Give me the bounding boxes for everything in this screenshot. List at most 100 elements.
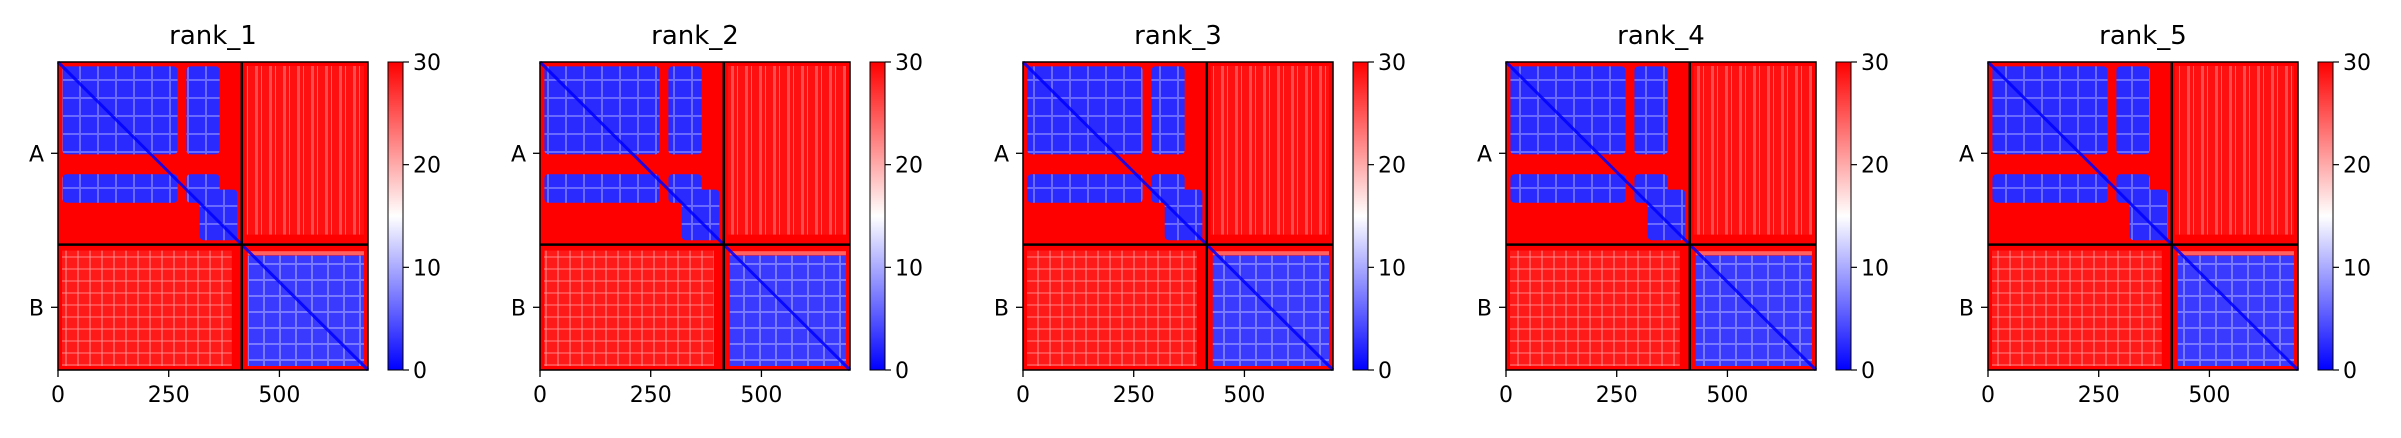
x-tick-label: 500	[1706, 383, 1748, 408]
colorbar-tick-label: 0	[1378, 359, 1392, 384]
heatmap-diagonal	[56, 60, 370, 372]
y-tick-label: B	[1477, 296, 1492, 321]
colorbar-tick-label: 20	[1861, 154, 1889, 179]
heatmap-region-AB	[2175, 66, 2294, 235]
panel-1: rank_1 0 250 500 A B 0 10 20 30	[29, 21, 441, 408]
y-tick-label: A	[1959, 142, 1974, 167]
heatmap-domain-A1b	[186, 66, 220, 155]
y-tick-label: A	[29, 142, 44, 167]
heatmap-domain-A1b	[2116, 66, 2150, 155]
colorbar-tick-label: 30	[895, 51, 923, 76]
heatmap-region-AB	[245, 66, 364, 235]
panel-3: rank_3 0 250 500 A B 0 10 20 30	[994, 21, 1406, 408]
heatmap-region-BA	[1510, 250, 1680, 366]
colorbar	[2317, 61, 2334, 371]
x-tick-label: 250	[1113, 383, 1155, 408]
heatmap-domain-A1b	[1634, 66, 1668, 155]
colorbar-tick-label: 20	[413, 154, 441, 179]
colorbar-tick-label: 10	[895, 256, 923, 281]
x-tick-label: 250	[1596, 383, 1638, 408]
heatmap-domain-A3	[1164, 189, 1203, 241]
colorbar-tick-label: 30	[2343, 51, 2371, 76]
y-tick-label: B	[1959, 296, 1974, 321]
x-tick-label: 500	[740, 383, 782, 408]
heatmap-B-stripe	[247, 251, 364, 256]
heatmap-domain-A1	[1510, 66, 1626, 155]
heatmap-region-BA	[1027, 250, 1197, 366]
heatmap-region-AB	[1693, 66, 1812, 235]
heatmap-region-AB	[1210, 66, 1329, 235]
colorbar-tick-label: 10	[2343, 256, 2371, 281]
heatmap-B-stripe	[729, 251, 846, 256]
colorbar-tick-label: 20	[2343, 154, 2371, 179]
panel-4: rank_4 0 250 500 A B 0 10 20 30	[1477, 21, 1889, 408]
heatmap-domain-A3	[1647, 189, 1686, 241]
y-tick-label: B	[511, 296, 526, 321]
colorbar-tick-label: 10	[1378, 256, 1406, 281]
panel-5: rank_5 0 250 500 A B 0 10 20 30	[1959, 21, 2371, 408]
heatmap-diagonal	[538, 60, 852, 372]
heatmap-region-BA	[544, 250, 714, 366]
panel-title: rank_3	[1134, 21, 1222, 51]
heatmap-domain-A1	[1027, 66, 1143, 155]
colorbar-tick-label: 30	[413, 51, 441, 76]
colorbar	[387, 61, 404, 371]
y-tick-label: A	[1477, 142, 1492, 167]
y-tick-label: B	[994, 296, 1009, 321]
colorbar-tick-label: 30	[1378, 51, 1406, 76]
heatmap-region-BA	[62, 250, 232, 366]
colorbar-tick-label: 0	[895, 359, 909, 384]
heatmap-domain-A1b	[1151, 66, 1185, 155]
heatmap-B-stripe	[1695, 251, 1812, 256]
x-tick-label: 0	[1016, 383, 1030, 408]
y-tick-label: B	[29, 296, 44, 321]
y-tick-label: A	[994, 142, 1009, 167]
x-tick-label: 0	[1981, 383, 1995, 408]
heatmap-B-stripe	[2177, 251, 2294, 256]
heatmap-diagonal	[1504, 60, 1818, 372]
x-tick-label: 0	[51, 383, 65, 408]
heatmap-diagonal	[1986, 60, 2300, 372]
heatmap-domain-A3	[2129, 189, 2168, 241]
x-tick-label: 500	[1223, 383, 1265, 408]
heatmap-domain-A2	[544, 174, 660, 203]
colorbar-tick-label: 0	[1861, 359, 1875, 384]
axes-frame	[1022, 61, 1334, 371]
heatmap-domain-A2	[1992, 174, 2108, 203]
colorbar	[1352, 61, 1369, 371]
heatmap-domain-A3	[681, 189, 720, 241]
colorbar-tick-label: 20	[895, 154, 923, 179]
colorbar-tick-label: 0	[2343, 359, 2357, 384]
x-tick-label: 250	[2078, 383, 2120, 408]
x-tick-label: 500	[258, 383, 300, 408]
colorbar	[1835, 61, 1852, 371]
x-tick-label: 250	[148, 383, 190, 408]
heatmap-domain-A2	[1027, 174, 1143, 203]
heatmap-region-AB	[727, 66, 846, 235]
x-tick-label: 0	[1499, 383, 1513, 408]
heatmap-domain-A1b	[668, 66, 702, 155]
x-tick-label: 500	[2188, 383, 2230, 408]
panel-title: rank_5	[2099, 21, 2187, 51]
colorbar-tick-label: 10	[413, 256, 441, 281]
panel-title: rank_4	[1617, 21, 1705, 51]
heatmap-domain-A2	[62, 174, 178, 203]
x-tick-label: 0	[533, 383, 547, 408]
colorbar-tick-label: 30	[1861, 51, 1889, 76]
heatmap-domain-A2	[1510, 174, 1626, 203]
axes-frame	[57, 61, 369, 371]
x-tick-label: 250	[630, 383, 672, 408]
colorbar-tick-label: 0	[413, 359, 427, 384]
y-tick-label: A	[511, 142, 526, 167]
axes-frame	[1505, 61, 1817, 371]
colorbar	[869, 61, 886, 371]
heatmap-domain-A1	[544, 66, 660, 155]
panel-title: rank_1	[169, 21, 257, 51]
axes-frame	[1987, 61, 2299, 371]
heatmap-domain-A3	[199, 189, 238, 241]
heatmap-domain-A1	[1992, 66, 2108, 155]
panel-2: rank_2 0 250 500 A B 0 10 20 30	[511, 21, 923, 408]
panel-title: rank_2	[651, 21, 739, 51]
colorbar-tick-label: 10	[1861, 256, 1889, 281]
